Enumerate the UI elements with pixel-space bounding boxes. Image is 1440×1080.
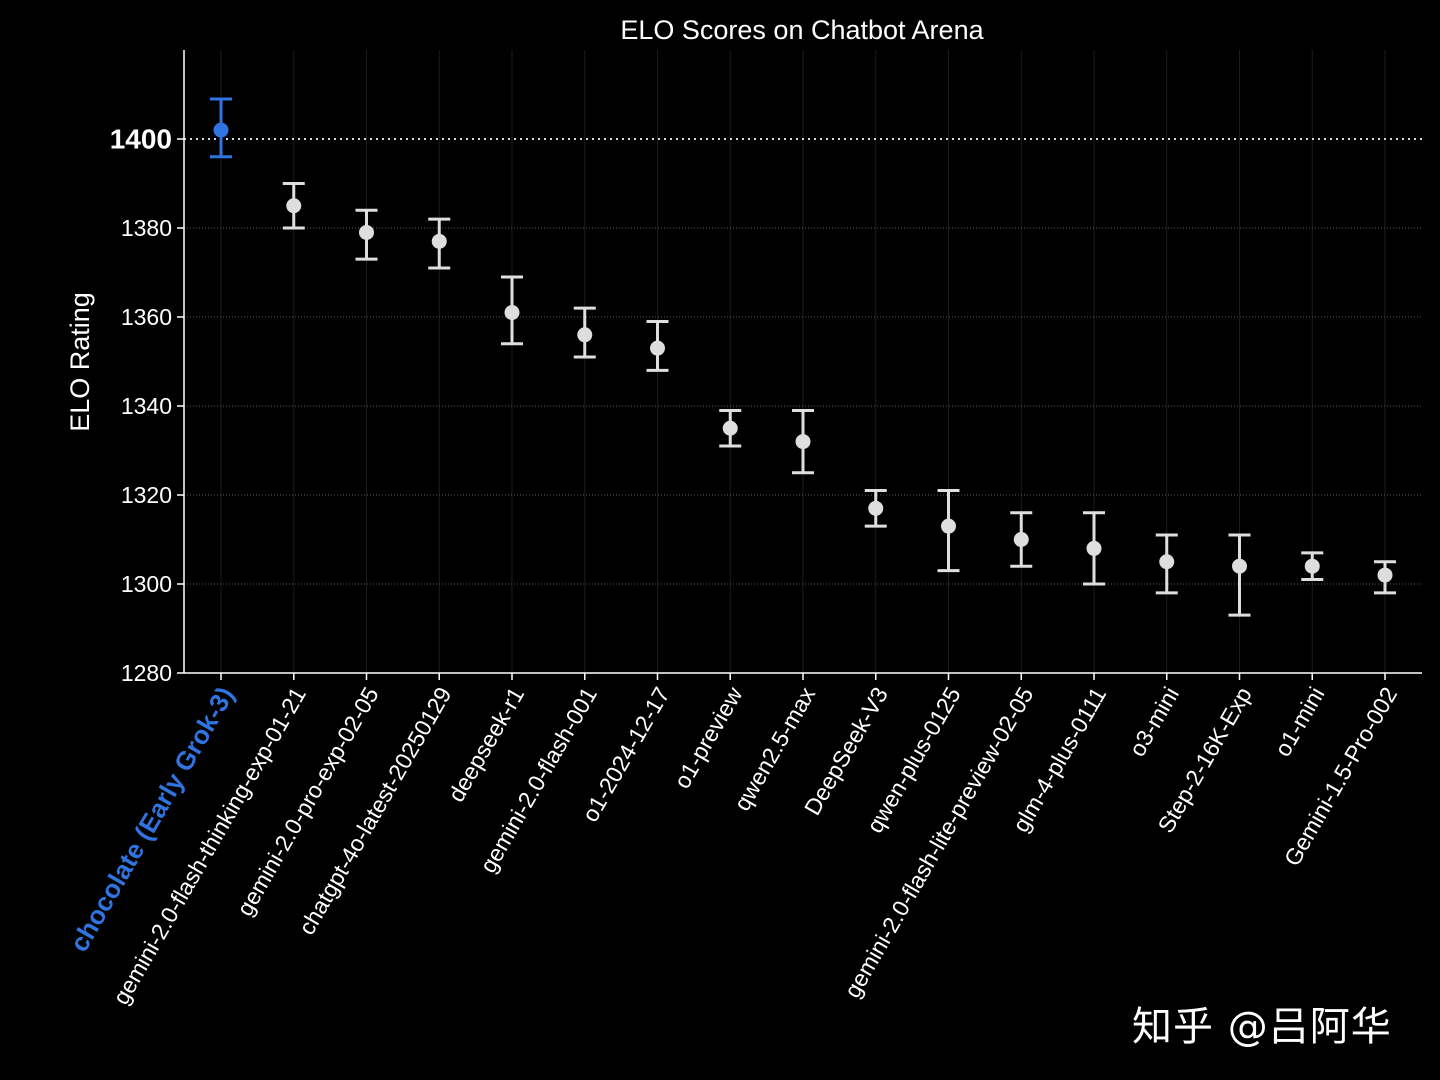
error-bar (864, 489, 887, 528)
error-bar (210, 97, 232, 159)
error-bar (1010, 511, 1033, 568)
data-point (1086, 540, 1102, 556)
error-bar (937, 489, 960, 573)
data-point (359, 224, 374, 240)
data-point (1013, 532, 1029, 547)
error-bar (1228, 533, 1251, 617)
data-point (1377, 567, 1393, 583)
data-point (868, 500, 884, 516)
data-point (722, 420, 738, 436)
error-bar (573, 306, 596, 359)
data-point (504, 305, 520, 321)
y-axis-label: ELO Rating (65, 292, 95, 432)
grid-lines (184, 50, 1422, 673)
watermark: 知乎 @吕阿华 (1132, 1004, 1392, 1050)
error-bar (1301, 551, 1324, 582)
data-point (286, 198, 302, 214)
error-bar (355, 208, 378, 261)
error-bar (501, 275, 523, 346)
x-ticks: chocolate (Early Grok-3)gemini-2.0-flash… (64, 673, 1402, 1009)
data-point (431, 233, 447, 249)
data-point (577, 327, 593, 343)
x-tick-label: chatgpt-4o-latest-20250129 (293, 683, 456, 940)
x-tick-label: o3-mini (1124, 683, 1184, 761)
y-tick-label: 1320 (121, 482, 172, 508)
error-bar (1083, 511, 1105, 586)
y-ticks: 1280 1300 1320 1340 1360 1380 1400 (110, 124, 184, 686)
data-point (650, 340, 665, 356)
error-bar (428, 217, 451, 270)
error-bar (719, 408, 742, 448)
y-tick-label: 1400 (110, 124, 172, 155)
x-tick-label: o1-preview (669, 682, 748, 793)
error-bar (282, 182, 305, 230)
y-tick-label: 1380 (121, 215, 172, 241)
x-tick-label: deepseek-r1 (443, 683, 529, 807)
data-point (1159, 554, 1175, 570)
y-tick-label: 1300 (121, 571, 172, 597)
y-tick-label: 1360 (121, 304, 172, 330)
error-bar (792, 408, 814, 475)
error-bar (646, 319, 669, 372)
data-point (795, 434, 811, 450)
x-tick-label: gemini-2.0-pro-exp-02-05 (231, 683, 383, 921)
data-points (210, 97, 1396, 617)
y-tick-label: 1340 (121, 393, 172, 419)
y-tick-label: 1280 (121, 660, 172, 686)
error-bar (1374, 560, 1396, 595)
data-point (1232, 558, 1247, 574)
chart-title: ELO Scores on Chatbot Arena (620, 15, 984, 45)
x-tick-label: o1-mini (1269, 683, 1329, 761)
data-point (1304, 558, 1320, 574)
data-point (941, 518, 956, 534)
data-point (213, 122, 229, 138)
error-bar (1155, 533, 1178, 595)
